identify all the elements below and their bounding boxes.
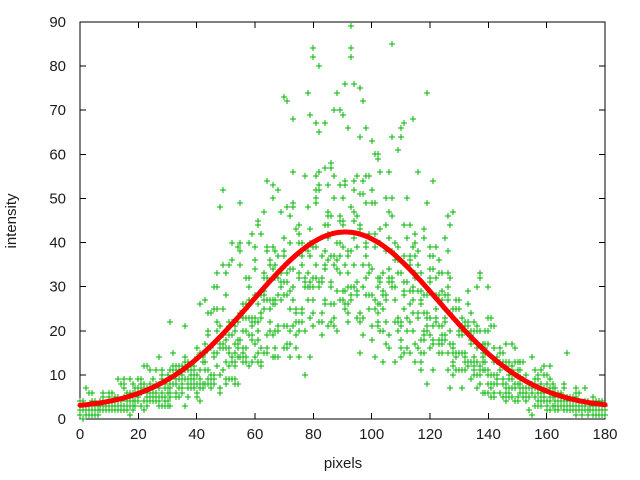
y-tick-label: 40 (49, 235, 66, 252)
x-tick-label: 80 (305, 426, 322, 443)
y-tick-label: 50 (49, 190, 66, 207)
x-tick-label: 100 (359, 426, 384, 443)
x-tick-label: 40 (188, 426, 205, 443)
y-tick-label: 10 (49, 367, 66, 384)
x-tick-label: 140 (476, 426, 501, 443)
y-tick-label: 70 (49, 102, 66, 119)
x-tick-label: 120 (417, 426, 442, 443)
y-axis-label: intensity (3, 193, 20, 249)
scatter-plus-markers (77, 23, 608, 422)
y-tick-label: 80 (49, 58, 66, 75)
scatter-points-layer (77, 23, 608, 422)
plot-border (79, 21, 606, 420)
x-axis-label: pixels (324, 455, 362, 472)
x-tick-label: 20 (130, 426, 147, 443)
fit-curve-layer (77, 229, 608, 408)
y-tick-label: 60 (49, 146, 66, 163)
tick-label-layer: 0 20 40 60 80 100 120 140 160 180 0 10 20 30 40 50 60 70 8… (49, 14, 617, 443)
y-tick-label: 20 (49, 323, 66, 340)
gaussian-fit-curve (77, 229, 608, 408)
y-tick-label: 90 (49, 14, 66, 31)
x-tick-label: 180 (592, 426, 617, 443)
x-tick-label: 160 (534, 426, 559, 443)
x-tick-label: 60 (247, 426, 264, 443)
y-tick-label: 30 (49, 279, 66, 296)
axes-layer (79, 21, 606, 420)
y-tick-label: 0 (58, 411, 66, 428)
x-tick-label: 0 (76, 426, 84, 443)
